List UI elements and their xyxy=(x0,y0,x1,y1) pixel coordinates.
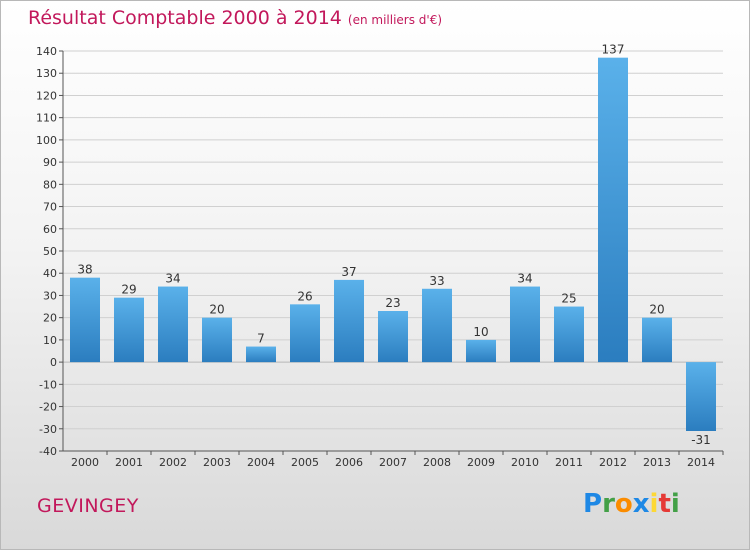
x-tick-label-2007: 2007 xyxy=(379,456,407,469)
bar-2013 xyxy=(642,317,672,363)
x-tick-label-2008: 2008 xyxy=(423,456,451,469)
data-label-2003: 20 xyxy=(209,303,224,317)
data-label-2014: -31 xyxy=(691,433,711,447)
x-tick-label-2011: 2011 xyxy=(555,456,583,469)
bar-2007 xyxy=(378,311,408,363)
chart-title: Résultat Comptable 2000 à 2014 (en millie… xyxy=(28,7,442,29)
y-tick-label: 40 xyxy=(43,267,57,280)
bar-2011 xyxy=(554,306,584,363)
data-label-2013: 20 xyxy=(649,303,664,317)
y-tick-label: 90 xyxy=(43,156,57,169)
data-label-2009: 10 xyxy=(473,325,488,339)
bar-2006 xyxy=(334,279,364,363)
bar-2005 xyxy=(290,304,320,363)
y-tick-label: 80 xyxy=(43,178,57,191)
data-label-2002: 34 xyxy=(165,272,180,286)
y-tick-label: 60 xyxy=(43,223,57,236)
data-label-2008: 33 xyxy=(429,274,444,288)
x-tick-label-2000: 2000 xyxy=(71,456,99,469)
y-tick-label: 140 xyxy=(36,45,57,58)
chart-title-text: Résultat Comptable 2000 à 2014 xyxy=(28,7,342,29)
logo-letter: P xyxy=(583,489,603,519)
data-label-2004: 7 xyxy=(257,332,265,346)
logo-letter: i xyxy=(670,489,680,519)
y-tick-label: 100 xyxy=(36,134,57,147)
data-label-2001: 29 xyxy=(121,283,136,297)
data-label-2006: 37 xyxy=(341,265,356,279)
data-label-2010: 34 xyxy=(517,272,532,286)
x-tick-label-2010: 2010 xyxy=(511,456,539,469)
city-name: GEVINGEY xyxy=(37,495,139,517)
bar-2004 xyxy=(246,346,276,363)
y-tick-label: -20 xyxy=(39,401,57,414)
data-label-2011: 25 xyxy=(561,292,576,306)
x-tick-label-2005: 2005 xyxy=(291,456,319,469)
x-tick-label-2002: 2002 xyxy=(159,456,187,469)
axes xyxy=(59,50,724,455)
bar-2008 xyxy=(422,288,452,363)
data-label-2000: 38 xyxy=(77,263,92,277)
bar-2009 xyxy=(466,339,496,363)
y-tick-label: -10 xyxy=(39,378,57,391)
labels: 1401301201101009080706050403020100-10-20… xyxy=(36,43,715,469)
y-tick-label: 20 xyxy=(43,312,57,325)
x-tick-label-2001: 2001 xyxy=(115,456,143,469)
data-label-2012: 137 xyxy=(602,43,625,57)
x-tick-label-2003: 2003 xyxy=(203,456,231,469)
x-tick-label-2009: 2009 xyxy=(467,456,495,469)
x-tick-label-2004: 2004 xyxy=(247,456,275,469)
x-tick-label-2012: 2012 xyxy=(599,456,627,469)
chart-subtitle: (en milliers d'€) xyxy=(347,13,443,27)
y-tick-label: 30 xyxy=(43,289,57,302)
y-tick-label: 120 xyxy=(36,89,57,102)
logo-letter: o xyxy=(614,489,633,519)
data-label-2007: 23 xyxy=(385,296,400,310)
bars xyxy=(70,57,716,431)
logo-letter: i xyxy=(649,489,659,519)
y-tick-label: -30 xyxy=(39,423,57,436)
bar-2014 xyxy=(686,362,716,431)
y-tick-label: 110 xyxy=(36,112,57,125)
y-tick-label: 10 xyxy=(43,334,57,347)
y-tick-label: 50 xyxy=(43,245,57,258)
x-tick-label-2014: 2014 xyxy=(687,456,715,469)
bar-2012 xyxy=(598,57,628,363)
x-tick-label-2013: 2013 xyxy=(643,456,671,469)
y-tick-label: -40 xyxy=(39,445,57,458)
y-tick-label: 130 xyxy=(36,67,57,80)
bar-2000 xyxy=(70,277,100,363)
bar-2003 xyxy=(202,317,232,363)
bar-2010 xyxy=(510,286,540,363)
y-tick-label: 70 xyxy=(43,201,57,214)
logo-letter: r xyxy=(602,489,615,519)
logo-letter: x xyxy=(632,489,650,519)
bar-2002 xyxy=(158,286,188,363)
y-tick-label: 0 xyxy=(50,356,57,369)
x-tick-label-2006: 2006 xyxy=(335,456,363,469)
data-label-2005: 26 xyxy=(297,289,312,303)
proxiti-logo: Proxiti xyxy=(583,489,680,519)
logo-letter: t xyxy=(658,489,671,519)
bar-2001 xyxy=(114,297,144,363)
